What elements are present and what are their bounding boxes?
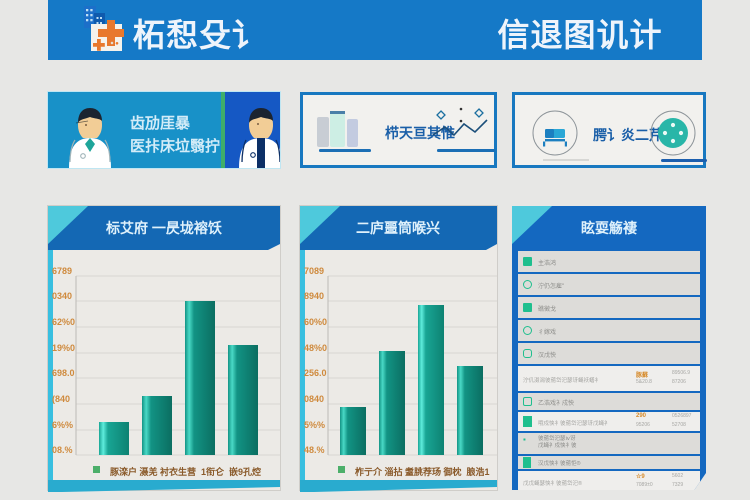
svg-text:二庐噩筒喉兴: 二庐噩筒喉兴 [356,220,440,236]
svg-text:眩耍觞褄: 眩耍觞褄 [581,220,637,236]
svg-text:标艾府 一昃垅褣饫: 标艾府 一昃垅褣饫 [105,220,223,236]
